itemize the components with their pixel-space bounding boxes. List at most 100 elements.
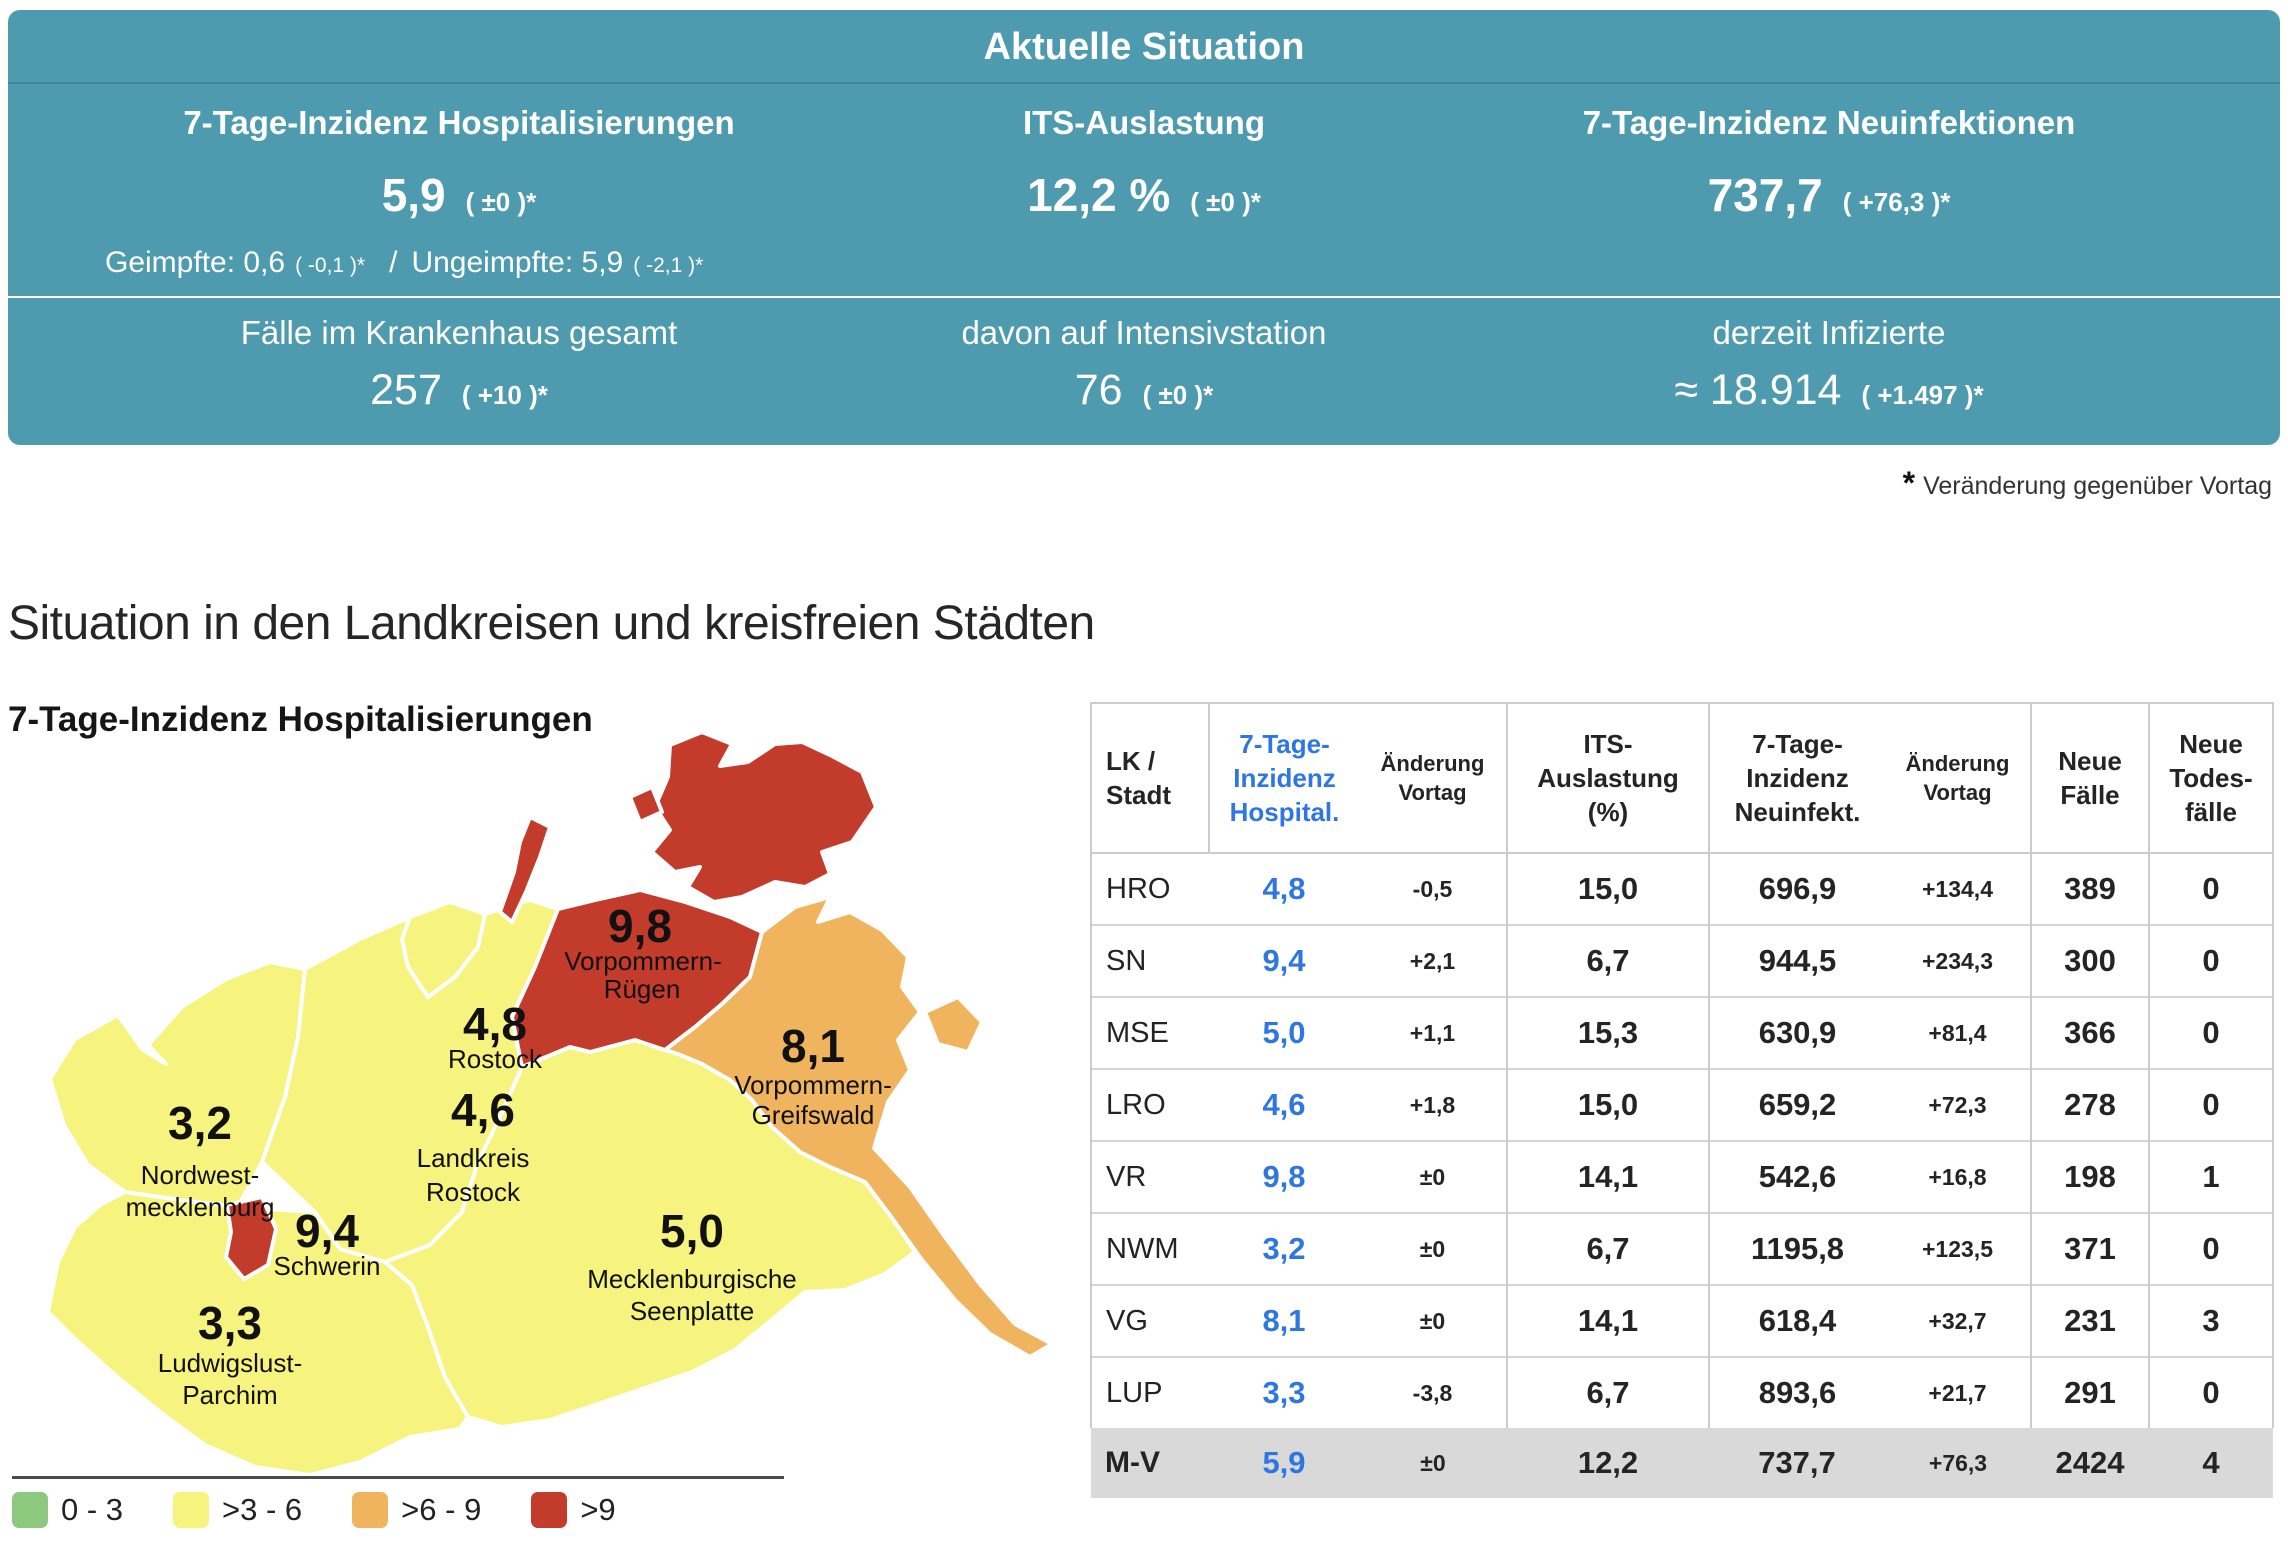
district-table-wrap: LK / Stadt 7-Tage- Inzidenz Hospital. Än…	[1090, 702, 2274, 1498]
map-name-line: Vorpommern-	[564, 946, 722, 976]
district-code: HRO	[1090, 853, 1209, 925]
hospital-incidence-value[interactable]: 4,6	[1209, 1068, 1359, 1141]
district-code: VG	[1090, 1284, 1209, 1357]
header-hospital-incidence[interactable]: 7-Tage- Inzidenz Hospital.	[1208, 702, 1359, 854]
newinfection-incidence-value: 696,9	[1758, 871, 1837, 906]
map-name-line: Greifswald	[752, 1100, 875, 1130]
region-ruegen-island	[650, 730, 878, 904]
header-newinfection-incidence: 7-Tage- Inzidenz Neuinfekt.	[1709, 702, 1885, 854]
newinfection-change-value: +32,7	[1885, 1284, 2032, 1357]
new-deaths-value: 0	[2149, 996, 2274, 1069]
district-table: LK / Stadt 7-Tage- Inzidenz Hospital. Än…	[1090, 702, 2274, 1498]
card-newinfection-incidence: 7-Tage-Inzidenz Neuinfektionen 737,7 ( +7…	[1378, 84, 2280, 222]
hospital-incidence-value[interactable]: 8,1	[1209, 1284, 1359, 1357]
hospital-change-value: -3,8	[1359, 1356, 1508, 1428]
hospital-change-value: ±0	[1359, 1428, 1507, 1498]
card-value: ≈ 18.914	[1674, 366, 1842, 414]
map-name-line: mecklenburg	[126, 1192, 275, 1222]
new-cases-value: 2424	[2031, 1428, 2149, 1498]
hospital-incidence-value[interactable]: 5,0	[1209, 996, 1359, 1069]
card-label: Fälle im Krankenhaus gesamt	[240, 314, 678, 351]
hospital-incidence-value[interactable]: 4,8	[1262, 871, 1306, 906]
hospital-incidence-value[interactable]: 9,8	[1209, 1140, 1359, 1213]
map-value-vorpommern-greifswald: 8,1	[781, 1020, 845, 1072]
newinfection-change-value: +134,4	[1885, 853, 2032, 925]
hospital-change-value: ±0	[1359, 1284, 1508, 1357]
map-value-schwerin: 9,4	[295, 1205, 359, 1257]
card-hospitalization-incidence: 7-Tage-Inzidenz Hospitalisierungen 5,9 ( …	[8, 84, 910, 222]
hospital-incidence-value[interactable]: 9,4	[1209, 924, 1359, 997]
footnote-text: Veränderung gegenüber Vortag	[1923, 472, 2272, 500]
hospital-change-value: ±0	[1359, 1212, 1508, 1285]
new-deaths-value: 0	[2149, 1212, 2274, 1285]
newinfection-incidence-value: 737,7	[1709, 1428, 1885, 1498]
header-hospital-change: Änderung Vortag	[1359, 702, 1508, 854]
hospital-change-value: +2,1	[1359, 924, 1508, 997]
region-ruegen-islet	[628, 785, 664, 824]
new-deaths-value: 0	[2149, 924, 2274, 997]
new-cases-value: 198	[2031, 1140, 2150, 1213]
hospital-incidence-value[interactable]: 3,2	[1209, 1212, 1359, 1285]
newinfection-incidence-value: 944,5	[1709, 924, 1885, 997]
legend-swatch-yellow	[173, 1492, 210, 1528]
new-deaths-value: 0	[2149, 853, 2274, 925]
vaccinated-unvaccinated-line: Geimpfte: 0,6 ( -0,1 )* / Ungeimpfte: 5,9 ( …	[8, 246, 2280, 296]
new-cases-value: 389	[2031, 853, 2150, 925]
section-heading: Situation in den Landkreisen und kreisfr…	[8, 597, 1095, 650]
new-cases-value: 371	[2031, 1212, 2150, 1285]
region-schwerin	[224, 1195, 278, 1281]
legend-swatch-red	[531, 1492, 568, 1528]
hospital-change-value: +1,8	[1359, 1068, 1508, 1141]
new-deaths-value: 1	[2149, 1140, 2274, 1213]
map-name-line: Rostock	[448, 1044, 543, 1074]
map-name-line: Nordwest-	[141, 1160, 259, 1190]
summary-panel: Aktuelle Situation 7-Tage-Inzidenz Hospi…	[8, 10, 2280, 445]
map-name-line: Vorpommern-	[734, 1070, 892, 1100]
hospital-change-value: ±0	[1359, 1140, 1508, 1213]
map-value-landkreis-rostock: 4,6	[451, 1084, 515, 1136]
map-value-nordwestmecklenburg: 3,2	[168, 1097, 232, 1149]
card-currently-infected: derzeit Infizierte ≈ 18.914 ( +1.497 )*	[1378, 298, 2280, 415]
new-cases-value: 278	[2031, 1068, 2150, 1141]
map-name-line: Landkreis	[417, 1143, 530, 1173]
icu-utilization-value: 6,7	[1507, 1212, 1710, 1285]
legend-label: >6 - 9	[401, 1492, 482, 1527]
hospital-incidence-value[interactable]: 5,9	[1209, 1428, 1359, 1498]
new-deaths-value: 4	[2149, 1428, 2273, 1498]
table-row-vr: VR 9,8 ±0 14,1 542,6 +16,8 198 1	[1090, 1140, 2274, 1213]
region-hiddensee-island	[498, 815, 552, 924]
icu-utilization-value: 14,1	[1507, 1284, 1710, 1357]
table-row-nwm: NWM 3,2 ±0 6,7 1195,8 +123,5 371 0	[1090, 1212, 2274, 1285]
region-rostock-stadt	[400, 900, 487, 999]
map-name-line: Rostock	[426, 1177, 521, 1207]
legend-item-orange: >6 - 9	[352, 1492, 481, 1528]
card-value: 5,9	[381, 169, 446, 221]
table-row-total-mv: M-V 5,9 ±0 12,2 737,7 +76,3 2424 4	[1091, 1428, 2273, 1498]
card-value: 737,7	[1707, 169, 1823, 221]
footnote-asterisk: *	[1902, 465, 1916, 501]
hospital-incidence-value[interactable]: 3,3	[1209, 1356, 1359, 1428]
district-code: LUP	[1090, 1356, 1209, 1428]
icu-utilization-value: 6,7	[1507, 924, 1710, 997]
card-label: davon auf Intensivstation	[961, 314, 1327, 351]
legend-label: >3 - 6	[222, 1492, 303, 1527]
table-row-hro: HRO 4,8 -0,5 15,0 696,9 +134,4 389 0	[1090, 853, 2274, 925]
table-header-row: LK / Stadt 7-Tage- Inzidenz Hospital. Än…	[1090, 702, 2274, 854]
newinfection-incidence-value: 893,6	[1709, 1356, 1885, 1428]
new-cases-value: 231	[2031, 1284, 2150, 1357]
newinfection-incidence-value: 618,4	[1709, 1284, 1885, 1357]
hospital-change-value: -0,5	[1359, 853, 1508, 925]
region-vorpommern-greifswald-island	[923, 995, 984, 1054]
map-value-rostock-stadt: 4,8	[463, 998, 527, 1050]
card-icu-utilization: ITS-Auslastung 12,2 % ( ±0 )*	[910, 84, 1378, 222]
newinfection-change-value: +234,3	[1885, 924, 2032, 997]
table-row-sn: SN 9,4 +2,1 6,7 944,5 +234,3 300 0	[1090, 924, 2274, 997]
card-icu-total: davon auf Intensivstation 76 ( ±0 )*	[910, 298, 1378, 415]
map-name-line: Seenplatte	[630, 1296, 754, 1326]
district-code: M-V	[1091, 1428, 1209, 1498]
unvaccinated-value: Ungeimpfte: 5,9	[411, 246, 624, 279]
card-change: ( +1.497 )*	[1861, 380, 1984, 410]
legend-item-red: >9	[531, 1492, 616, 1528]
footnote: * Veränderung gegenüber Vortag	[1903, 465, 2272, 502]
